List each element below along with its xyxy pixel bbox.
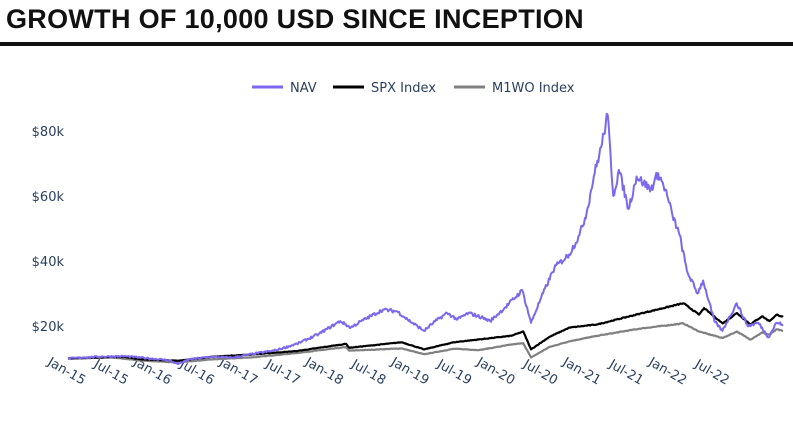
x-tick-label: Jul-15 (90, 357, 130, 389)
legend-label-m1wo-index[interactable]: M1WO Index (492, 81, 575, 96)
x-tick-label: Jul-17 (262, 357, 302, 389)
y-axis: $20k $40k $60k $80k (32, 125, 65, 335)
x-tick-label: Jan-19 (387, 354, 431, 388)
series-line-m1wo-index (67, 322, 784, 364)
x-tick-label: Jan-21 (559, 354, 603, 388)
x-tick-label: Jul-22 (691, 357, 731, 389)
x-tick-label: Jan-18 (302, 354, 346, 388)
x-tick-label: Jan-22 (645, 354, 689, 388)
series-line-nav (67, 112, 784, 365)
y-tick-label: $80k (32, 125, 65, 140)
x-tick-label: Jan-20 (473, 354, 517, 388)
legend-label-nav[interactable]: NAV (290, 81, 317, 96)
x-tick-label: Jul-18 (348, 357, 388, 389)
title-divider (0, 42, 793, 46)
y-tick-label: $60k (32, 190, 65, 205)
plot-area (67, 112, 784, 365)
x-tick-label: Jul-21 (605, 357, 645, 389)
chart-title: GROWTH OF 10,000 USD SINCE INCEPTION (6, 4, 584, 34)
series-line-spx-index (67, 302, 784, 362)
y-tick-label: $40k (32, 255, 65, 270)
legend: NAV SPX Index M1WO Index (252, 81, 575, 96)
legend-label-spx-index[interactable]: SPX Index (371, 81, 436, 96)
x-tick-label: Jul-19 (434, 357, 474, 389)
x-tick-label: Jul-20 (520, 357, 560, 389)
y-tick-label: $20k (32, 320, 65, 335)
